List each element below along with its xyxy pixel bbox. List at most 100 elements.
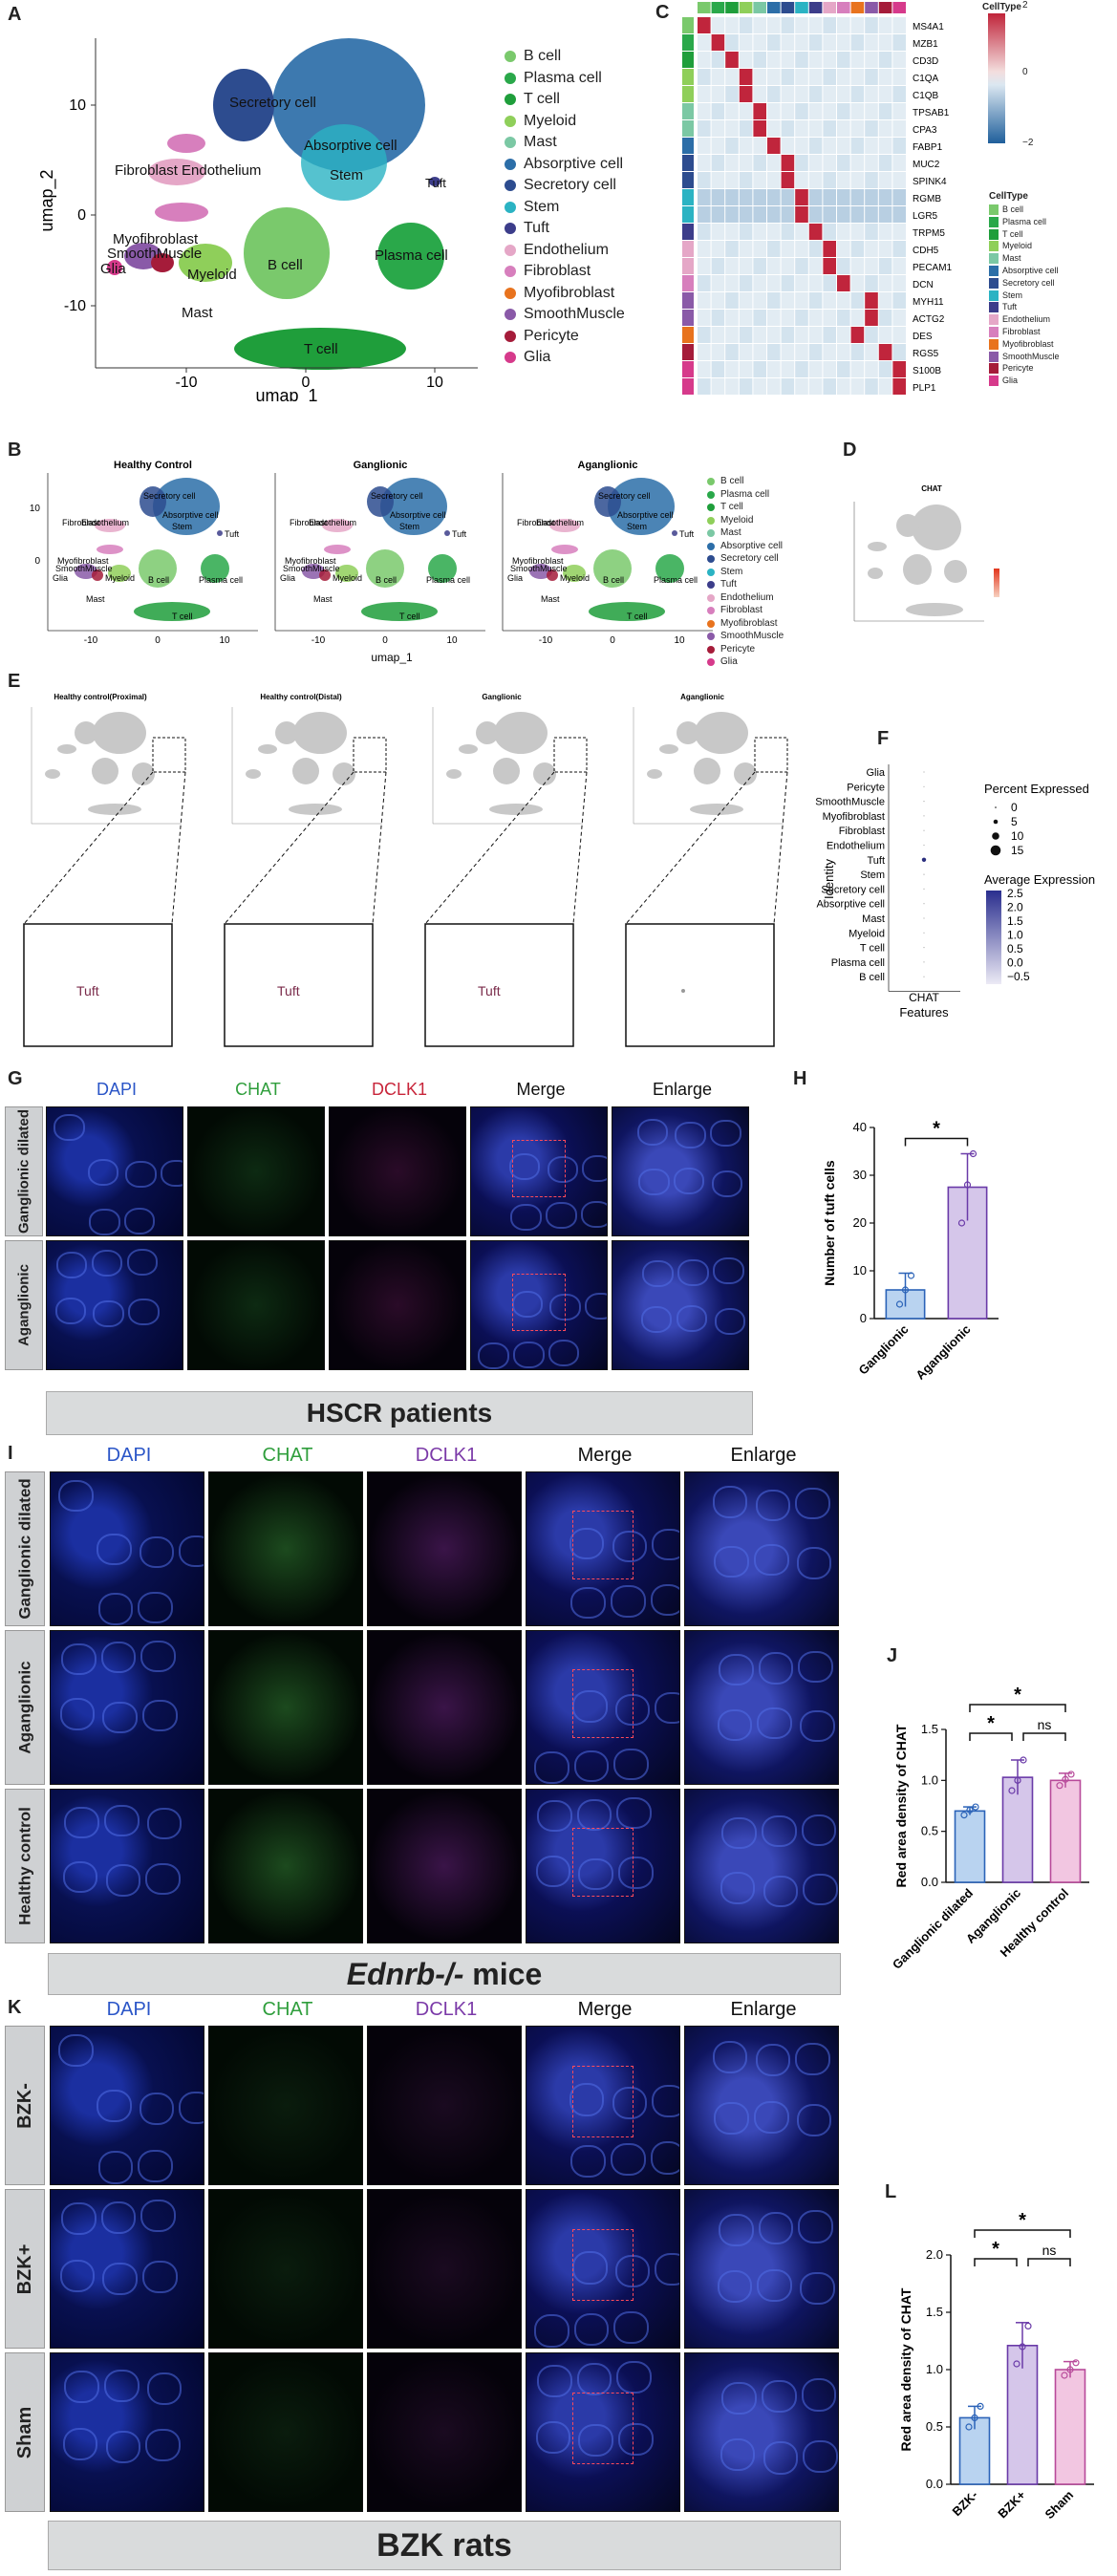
cluster-label: Plasma cell (654, 575, 698, 585)
size-legend-dot (990, 845, 1001, 856)
heatmap-cell (837, 327, 850, 343)
crypt-structure (105, 1864, 141, 1897)
tuft-zoom-plots: Healthy control(Proximal) Tuft Healthy con… (23, 693, 788, 1047)
legend-label: Pericyte (1002, 363, 1034, 374)
heatmap-cell (767, 206, 781, 223)
dot (923, 785, 925, 787)
legend-swatch (707, 504, 715, 511)
legend-label: Absorptive cell (720, 540, 784, 551)
bar (1049, 1779, 1082, 1883)
legend-item: Mast (989, 253, 1104, 265)
micrograph-dapi (50, 2352, 204, 2512)
identity-label: SmoothMuscle (815, 797, 885, 808)
x-tick: -10 (175, 375, 197, 391)
heatmap-cell (823, 86, 836, 102)
crypt-structure (652, 2085, 679, 2118)
heatmap-cell (711, 241, 725, 257)
channel-header: CHAT (235, 1080, 281, 1099)
y-tick: 0 (34, 556, 40, 567)
x-tick: -10 (311, 635, 326, 646)
heatmap-cell (795, 189, 808, 205)
heatmap-cell (725, 344, 739, 360)
heatmap-cell (795, 52, 808, 68)
crypt-structure (798, 1650, 833, 1683)
cluster-label: Stem (627, 522, 647, 531)
micrograph-merge (470, 1106, 608, 1236)
cluster-label: SmoothMuscle (510, 564, 568, 573)
heatmap-cell (892, 172, 906, 188)
channel-header: DAPI (96, 1080, 137, 1099)
micrograph-chat (208, 1789, 363, 1943)
crypt-structure (146, 1808, 183, 1840)
crypt-structure (650, 1583, 679, 1616)
heatmap-cell (808, 34, 823, 51)
heatmap-cell (878, 275, 892, 291)
heatmap-cell (767, 275, 781, 291)
heatmap-cell (865, 34, 878, 51)
data-point (1072, 2359, 1080, 2367)
legend-swatch (989, 253, 999, 265)
data-point (969, 1149, 977, 1158)
heatmap-cell (725, 17, 739, 33)
heatmap-cell (711, 327, 725, 343)
crypt-structure (546, 1202, 577, 1230)
dot (923, 888, 925, 890)
heatmap-cell (850, 310, 865, 326)
dot (923, 844, 925, 847)
heatmap-cell (795, 258, 808, 274)
cluster-label: Endothelium (309, 518, 356, 527)
heatmap-cell (837, 69, 850, 85)
size-legend-label: 15 (1011, 844, 1024, 857)
crypt-structure (754, 1544, 789, 1577)
color-legend-tick: 1.5 (1007, 914, 1023, 928)
heatmap-cell (781, 155, 795, 171)
crypt-structure (64, 1806, 99, 1838)
heatmap-gene-label: C1QB (913, 91, 939, 101)
size-legend-dot (992, 832, 999, 840)
data-point (960, 1812, 968, 1819)
crypt-structure (64, 2371, 99, 2404)
row-label-text: Aganglionic (15, 1661, 34, 1754)
crypt-structure (145, 1862, 181, 1895)
heatmap-cell (753, 189, 766, 205)
crypt-structure (535, 2420, 571, 2455)
crypt-structure (721, 2381, 757, 2415)
panel-d-feature-plot: CHAT (841, 478, 1013, 659)
heatmap-cell (823, 52, 836, 68)
heatmap-cell (823, 258, 836, 274)
panel-label-f: F (877, 728, 890, 749)
heatmap-cell (795, 224, 808, 240)
legend-label: Glia (1002, 376, 1019, 386)
legend-label: Glia (524, 349, 551, 365)
crypt-structure (613, 2311, 649, 2345)
legend-swatch (707, 633, 715, 640)
heatmap-cell (823, 344, 836, 360)
crypt-structure (142, 2261, 178, 2294)
legend-label: Pericyte (524, 327, 579, 344)
significance-bracket (904, 1137, 969, 1147)
crypt-structure (161, 1159, 183, 1187)
heatmap-cell (808, 172, 823, 188)
crypt-structure (537, 2364, 572, 2397)
data-point (957, 1219, 966, 1227)
micrograph-merge (526, 1471, 680, 1626)
crypt-structure (714, 2102, 749, 2136)
crypt-structure (650, 2141, 679, 2175)
y-tick: 10 (30, 504, 41, 514)
crypt-structure (655, 1692, 679, 1725)
legend-swatch (707, 658, 715, 666)
size-legend-label: 10 (1011, 829, 1024, 843)
cluster-label: Plasma cell (375, 247, 448, 264)
size-legend-title: Percent Expressed (984, 782, 1089, 796)
heatmap-cell (865, 17, 878, 33)
data-point (1056, 1782, 1063, 1790)
rats-banner: BZK rats (48, 2521, 841, 2570)
legend-item: Glia (707, 656, 841, 669)
crypt-structure (713, 1257, 744, 1285)
heatmap-cell (850, 103, 865, 119)
heatmap-cell (767, 378, 781, 395)
heatmap-gene-label: PLP1 (913, 383, 936, 394)
cluster-label: Glia (507, 573, 523, 583)
crypt-structure (508, 1153, 541, 1181)
heatmap-cell (850, 275, 865, 291)
